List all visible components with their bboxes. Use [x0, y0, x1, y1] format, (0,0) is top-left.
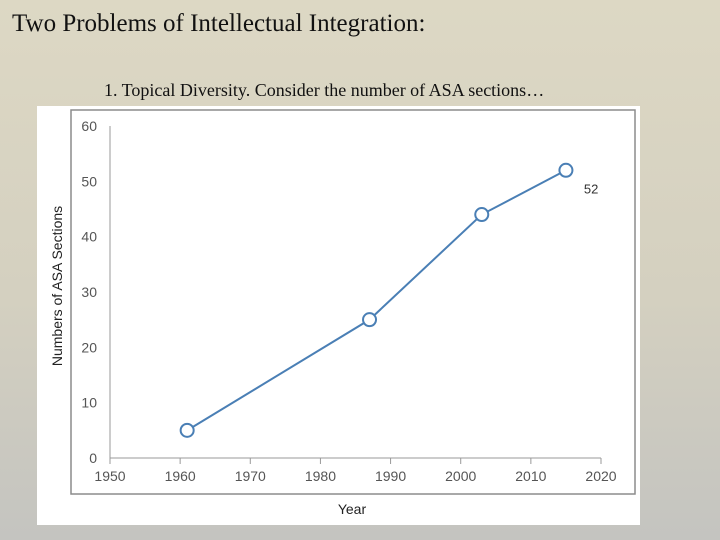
x-tick-label: 1970 [235, 468, 266, 484]
x-tick-label: 1950 [94, 468, 125, 484]
slide-title: Two Problems of Intellectual Integration… [12, 10, 426, 37]
y-tick-label: 40 [81, 229, 97, 245]
y-tick-label: 20 [81, 339, 97, 355]
y-tick-label: 30 [81, 284, 97, 300]
y-tick-label: 10 [81, 395, 97, 411]
y-tick-label: 60 [81, 118, 97, 134]
x-tick-label: 2010 [515, 468, 546, 484]
x-tick-label: 1960 [165, 468, 196, 484]
x-axis-title: Year [338, 501, 367, 517]
data-point-marker [179, 422, 195, 438]
data-point-marker [362, 312, 378, 328]
data-point-marker [558, 162, 574, 178]
y-tick-label: 50 [81, 173, 97, 189]
chart-panel: 0 10 20 30 40 50 60 1950 1960 1970 1980 1990 2000 20… [37, 106, 640, 525]
x-tick-label: 1980 [305, 468, 336, 484]
x-tick-label: 1990 [375, 468, 406, 484]
chart-frame [70, 109, 636, 495]
data-point-marker [474, 207, 490, 223]
x-tick-label: 2000 [445, 468, 476, 484]
y-tick-label: 0 [89, 450, 97, 466]
data-label: 52 [584, 181, 598, 196]
slide-subtitle: 1. Topical Diversity. Consider the numbe… [104, 80, 545, 100]
line-chart: 0 10 20 30 40 50 60 1950 1960 1970 1980 1990 2000 20… [49, 109, 636, 517]
series-line [186, 169, 567, 432]
y-axis-title: Numbers of ASA Sections [49, 206, 65, 366]
x-tick-label: 2020 [585, 468, 616, 484]
